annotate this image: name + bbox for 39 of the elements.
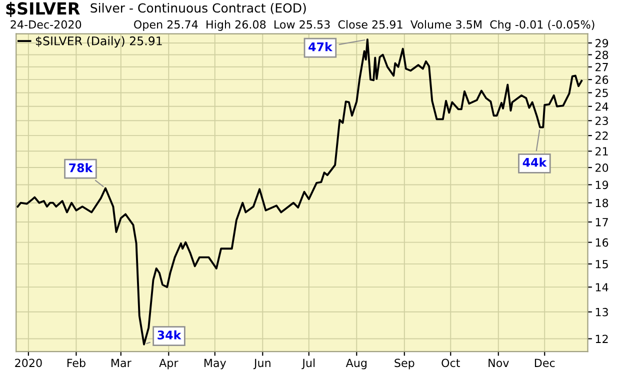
legend-label: $SILVER (Daily) 25.91 — [36, 36, 162, 48]
annotation: 34k — [158, 330, 182, 340]
x-tick-label: Mar — [112, 358, 132, 368]
x-tick-label: Aug — [346, 358, 366, 370]
x-tick-label: Nov — [488, 358, 509, 368]
x-tick-label: 2020 — [15, 358, 42, 368]
text: 24-Dec-2020 — [10, 20, 82, 29]
annotation: 78k — [69, 163, 93, 172]
x-tick-label: Apr — [159, 358, 178, 370]
chart-title: $SILVER — [6, 2, 80, 17]
y-tick-label: 13 — [596, 308, 608, 316]
y-tick-label: 15 — [596, 260, 608, 268]
x-tick-label: Oct — [442, 358, 460, 368]
y-tick-label: 16 — [596, 238, 608, 247]
x-tick-label: Sep — [394, 358, 414, 370]
y-tick-label: 27 — [596, 62, 608, 72]
x-tick-label: Jun — [253, 358, 270, 370]
y-tick-label: 25 — [596, 88, 608, 98]
annotation: 47k — [308, 42, 333, 52]
y-tick-label: 21 — [596, 147, 608, 156]
annotation: 44k — [522, 158, 547, 167]
y-tick-label: 24 — [596, 102, 608, 111]
x-tick-label: Dec — [534, 358, 555, 368]
y-tick-label: 29 — [596, 38, 608, 48]
y-tick-label: 19 — [596, 180, 608, 190]
y-tick-label: 18 — [596, 198, 608, 208]
y-tick-label: 20 — [596, 163, 608, 172]
x-tick-label: Feb — [67, 358, 86, 368]
text: Open 25.74 High 26.08 Low 25.53 Close 25.91 Volume 3.5M Chg -0.01 (-0.05%) — [134, 20, 594, 31]
y-tick-label: 22 — [596, 132, 608, 140]
x-tick-label: Jul — [302, 358, 315, 370]
x-tick-label: May — [204, 358, 226, 370]
y-tick-label: 14 — [596, 283, 608, 292]
y-tick-label: 23 — [596, 116, 608, 126]
y-tick-label: 28 — [596, 50, 608, 60]
y-tick-label: 17 — [596, 218, 608, 226]
y-tick-label: 12 — [596, 334, 608, 343]
chart-subtitle: Silver - Continuous Contract (EOD) — [90, 3, 306, 14]
y-tick-label: 26 — [596, 76, 608, 84]
